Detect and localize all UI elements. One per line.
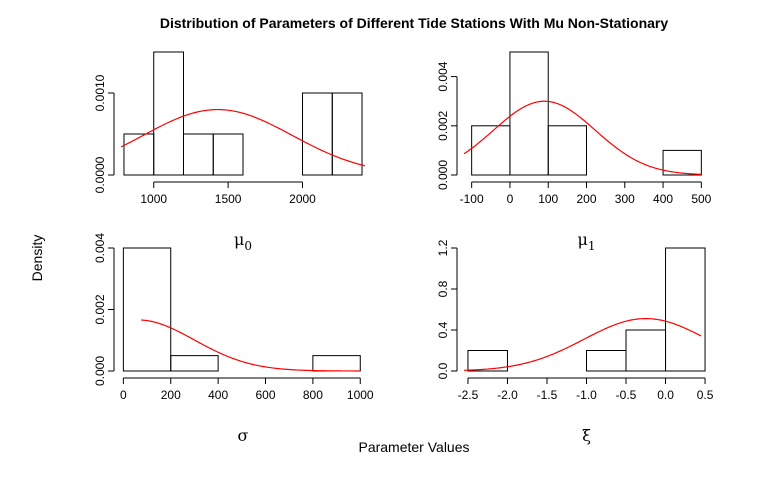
density-curve — [120, 108, 366, 167]
density-curve — [463, 100, 702, 175]
x-tick-label: 200 — [576, 192, 596, 206]
histogram-bar — [586, 350, 627, 372]
y-tick-label: 0.0010 — [93, 74, 107, 111]
y-tick-label: 0.004 — [93, 233, 107, 263]
x-tick-label: 0.0 — [657, 388, 674, 402]
histogram-bar — [123, 133, 155, 176]
x-tick-label: 100 — [538, 192, 558, 206]
y-tick-label: 0.4 — [436, 321, 450, 338]
panel-x-label: ξ — [582, 426, 591, 445]
histogram-bar — [467, 350, 508, 372]
x-tick-label: 200 — [161, 388, 181, 402]
figure-y-axis-label: Density — [29, 235, 45, 282]
y-tick-label: 0.002 — [93, 294, 107, 324]
histogram-bar — [625, 329, 667, 372]
x-tick-label: -1.5 — [537, 388, 558, 402]
x-tick-label: -100 — [460, 192, 484, 206]
density-curve — [463, 317, 702, 371]
x-tick-label: -0.5 — [616, 388, 637, 402]
x-tick-label: 1000 — [347, 388, 374, 402]
panel-x-label: μ1 — [577, 230, 595, 253]
histogram-bar — [170, 355, 219, 372]
histogram-bar — [665, 247, 706, 372]
y-tick-label: 0.002 — [436, 110, 450, 140]
panel-x-label: σ — [238, 426, 249, 445]
x-tick-label: -1.0 — [576, 388, 597, 402]
x-tick-label: 300 — [615, 192, 635, 206]
histogram-bar — [122, 247, 172, 372]
x-tick-label: -2.5 — [458, 388, 479, 402]
figure-title: Distribution of Parameters of Different … — [160, 15, 669, 31]
x-tick-label: 400 — [208, 388, 228, 402]
histogram-bar — [302, 92, 333, 176]
x-tick-label: 600 — [255, 388, 275, 402]
density-curve — [141, 319, 361, 372]
x-tick-label: 800 — [303, 388, 323, 402]
histogram-bar — [182, 133, 214, 176]
panel-sigma: 0 200 400 600 800 1000 0.000 0.002 0.004 σ — [93, 233, 374, 445]
y-tick-label: 0.0000 — [93, 156, 107, 193]
x-tick-label: 1000 — [140, 192, 167, 206]
histogram-bar — [212, 133, 244, 176]
x-tick-label: 400 — [653, 192, 673, 206]
x-tick-label: -2.0 — [497, 388, 518, 402]
histogram-bar — [662, 149, 702, 176]
y-tick-label: 0.004 — [436, 61, 450, 91]
y-tick-label: 0.000 — [436, 160, 450, 190]
x-tick-label: 0.5 — [697, 388, 714, 402]
x-tick-label: 2000 — [289, 192, 316, 206]
x-tick-label: 0 — [120, 388, 127, 402]
histogram-bar — [331, 92, 363, 176]
panel-x-label: μ0 — [234, 230, 252, 253]
y-tick-label: 0.0 — [436, 362, 450, 379]
panel-xi: -2.5 -2.0 -1.5 -1.0 -0.5 0.0 0.5 0.0 0.4 0.8 1.2 ξ — [436, 239, 714, 445]
histogram-bar — [312, 355, 361, 372]
histogram-bar — [547, 125, 587, 176]
y-tick-label: 0.000 — [93, 356, 107, 386]
y-tick-label: 1.2 — [436, 239, 450, 256]
panel-mu0: 1000 1500 2000 0.0000 0.0010 μ0 — [93, 51, 366, 253]
figure-x-axis-label: Parameter Values — [358, 439, 469, 455]
histogram-bar — [509, 51, 549, 176]
panel-mu1: -100 0 100 200 300 400 500 0.000 0.002 0.004 μ1 — [436, 51, 712, 253]
histogram-bar — [153, 51, 184, 176]
x-tick-label: 1500 — [215, 192, 242, 206]
x-tick-label: 0 — [507, 192, 514, 206]
y-tick-label: 0.8 — [436, 280, 450, 297]
x-tick-label: 500 — [691, 192, 711, 206]
